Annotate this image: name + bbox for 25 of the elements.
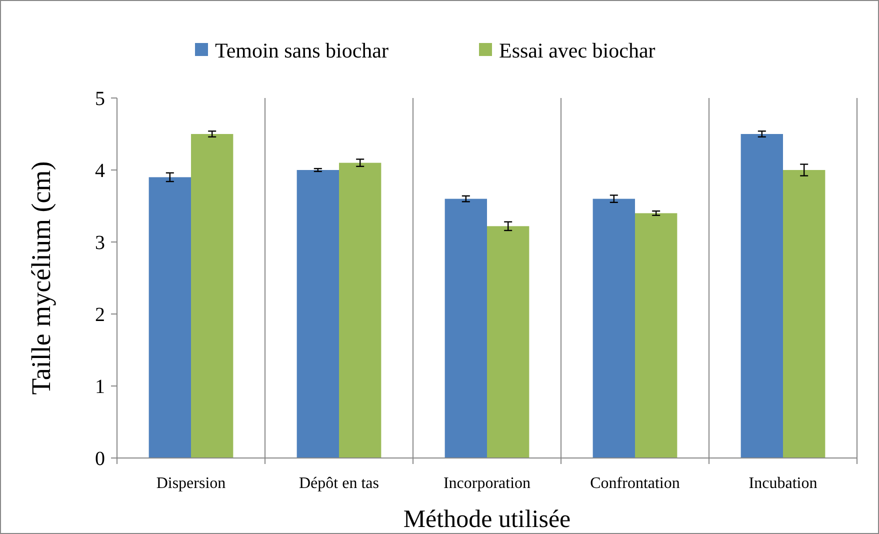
bar [339, 162, 382, 458]
y-tick-label: 2 [95, 304, 105, 326]
x-tick-label: Incorporation [443, 475, 531, 492]
y-tick-label: 1 [95, 376, 105, 398]
bar [487, 226, 530, 458]
bar [783, 170, 826, 458]
x-tick-label: Confrontation [590, 475, 680, 492]
x-tick-label: Dispersion [156, 475, 226, 492]
bar [740, 134, 783, 458]
y-tick-label: 5 [95, 88, 105, 110]
bar [296, 170, 339, 458]
bar [444, 198, 487, 458]
x-tick-label: Dépôt en tas [299, 475, 379, 492]
legend-label: Temoin sans biochar [215, 38, 388, 62]
bar [592, 198, 635, 458]
bar [635, 213, 678, 458]
bar [191, 134, 234, 458]
y-tick-label: 0 [95, 448, 105, 470]
y-axis-title: Taille mycélium (cm) [26, 161, 56, 395]
y-tick-label: 3 [95, 232, 105, 254]
bar [148, 177, 191, 458]
y-tick-label: 4 [95, 160, 105, 182]
x-tick-label: Incubation [748, 475, 818, 492]
legend-label: Essai avec biochar [499, 38, 656, 62]
x-axis-title: Méthode utilisée [403, 506, 571, 533]
